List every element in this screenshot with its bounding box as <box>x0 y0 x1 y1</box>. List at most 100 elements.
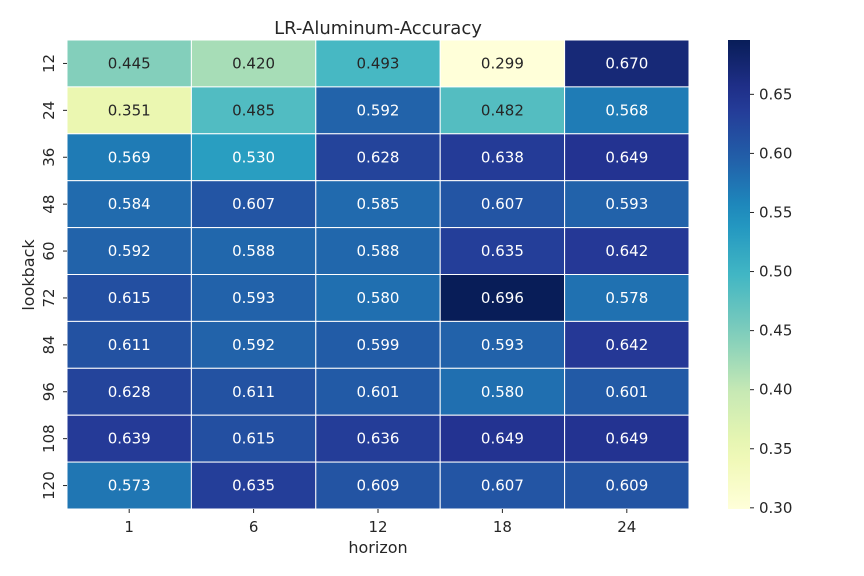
colorbar-gradient <box>728 40 750 509</box>
cell-value-label: 0.649 <box>481 430 524 448</box>
y-tick-label: 120 <box>40 471 58 500</box>
cell-value-label: 0.642 <box>605 336 648 354</box>
heatmap-cell <box>315 227 441 276</box>
cell-value-label: 0.670 <box>605 54 648 72</box>
heatmap-cell <box>190 133 317 182</box>
cell-value-label: 0.445 <box>108 54 151 72</box>
heatmap-cell <box>190 461 317 510</box>
heatmap-cell <box>439 180 566 229</box>
cell-value-label: 0.420 <box>232 54 275 72</box>
heatmap-cell <box>315 86 441 135</box>
cell-value-label: 0.611 <box>232 383 275 401</box>
cell-value-label: 0.580 <box>357 289 400 307</box>
cell-value-label: 0.642 <box>605 242 648 260</box>
x-tick-label: 18 <box>493 518 512 536</box>
y-axis-ticks: 12 24 36 48 60 72 84 96 108 120 <box>40 54 67 500</box>
heatmap-cells: 0.445 0.420 0.493 0.299 0.670 0.351 0.485 0.592… <box>66 39 690 510</box>
y-tick-label: 60 <box>40 242 58 261</box>
y-tick-label: 24 <box>40 101 58 120</box>
colorbar-tick-label: 0.55 <box>759 203 792 221</box>
x-tick-label: 6 <box>249 518 259 536</box>
heatmap-cell <box>315 414 441 463</box>
heatmap-cell <box>564 414 690 463</box>
x-tick-label: 24 <box>617 518 636 536</box>
heatmap-cell <box>564 133 690 182</box>
cell-value-label: 0.299 <box>481 54 524 72</box>
heatmap-cell <box>439 367 566 416</box>
y-tick-label: 84 <box>40 335 58 354</box>
cell-value-label: 0.649 <box>605 148 648 166</box>
heatmap-cell <box>190 367 317 416</box>
heatmap-cell <box>66 227 192 276</box>
cell-value-label: 0.578 <box>605 289 648 307</box>
cell-value-label: 0.588 <box>232 242 275 260</box>
cell-value-label: 0.649 <box>605 430 648 448</box>
heatmap-cell <box>66 39 192 88</box>
cell-value-label: 0.482 <box>481 101 524 119</box>
y-tick-label: 12 <box>40 54 58 73</box>
heatmap-cell <box>564 461 690 510</box>
colorbar: 0.30 0.35 0.40 0.45 0.50 0.55 0.60 0.65 <box>728 40 792 517</box>
cell-value-label: 0.639 <box>108 430 151 448</box>
heatmap-cell <box>315 367 441 416</box>
y-tick-label: 96 <box>40 382 58 401</box>
heatmap-cell <box>315 274 441 322</box>
cell-value-label: 0.611 <box>108 336 151 354</box>
cell-value-label: 0.580 <box>481 383 524 401</box>
heatmap-cell <box>190 180 317 229</box>
cell-value-label: 0.592 <box>108 242 151 260</box>
cell-value-label: 0.609 <box>605 477 648 495</box>
heatmap-cell <box>66 320 192 369</box>
heatmap-cell <box>439 133 566 182</box>
heatmap-cell <box>564 274 690 322</box>
cell-value-label: 0.599 <box>357 336 400 354</box>
x-axis-label: horizon <box>348 538 407 557</box>
colorbar-tick-label: 0.60 <box>759 144 792 162</box>
cell-value-label: 0.628 <box>357 148 400 166</box>
cell-value-label: 0.635 <box>232 477 275 495</box>
heatmap-cell <box>439 39 566 88</box>
heatmap-cell <box>439 461 566 510</box>
y-axis-label: lookback <box>19 239 38 311</box>
cell-value-label: 0.696 <box>481 289 524 307</box>
heatmap-cell <box>564 180 690 229</box>
heatmap-cell <box>564 86 690 135</box>
colorbar-tick-label: 0.45 <box>759 322 792 340</box>
cell-value-label: 0.588 <box>357 242 400 260</box>
cell-value-label: 0.593 <box>232 289 275 307</box>
cell-value-label: 0.530 <box>232 148 275 166</box>
heatmap-cell <box>439 274 566 322</box>
cell-value-label: 0.601 <box>357 383 400 401</box>
x-tick-label: 1 <box>124 518 134 536</box>
heatmap-cell <box>315 180 441 229</box>
colorbar-tick-label: 0.30 <box>759 499 792 517</box>
cell-value-label: 0.493 <box>357 54 400 72</box>
heatmap-cell <box>315 461 441 510</box>
x-tick-label: 12 <box>368 518 387 536</box>
cell-value-label: 0.573 <box>108 477 151 495</box>
heatmap-cell <box>564 227 690 276</box>
x-axis-ticks: 1 6 12 18 24 <box>124 509 636 536</box>
y-tick-label: 108 <box>40 424 58 453</box>
heatmap-cell <box>190 39 317 88</box>
cell-value-label: 0.569 <box>108 148 151 166</box>
heatmap-cell <box>190 414 317 463</box>
heatmap-cell <box>66 367 192 416</box>
cell-value-label: 0.351 <box>108 101 151 119</box>
cell-value-label: 0.584 <box>108 195 151 213</box>
cell-value-label: 0.568 <box>605 101 648 119</box>
colorbar-ticks: 0.30 0.35 0.40 0.45 0.50 0.55 0.60 0.65 <box>750 85 792 517</box>
cell-value-label: 0.615 <box>108 289 151 307</box>
colorbar-tick-label: 0.65 <box>759 85 792 103</box>
cell-value-label: 0.607 <box>481 477 524 495</box>
cell-value-label: 0.628 <box>108 383 151 401</box>
heatmap-cell <box>190 227 317 276</box>
cell-value-label: 0.593 <box>481 336 524 354</box>
heatmap-cell <box>66 461 192 510</box>
cell-value-label: 0.607 <box>232 195 275 213</box>
colorbar-tick-label: 0.40 <box>759 381 792 399</box>
cell-value-label: 0.592 <box>357 101 400 119</box>
cell-value-label: 0.607 <box>481 195 524 213</box>
cell-value-label: 0.615 <box>232 430 275 448</box>
